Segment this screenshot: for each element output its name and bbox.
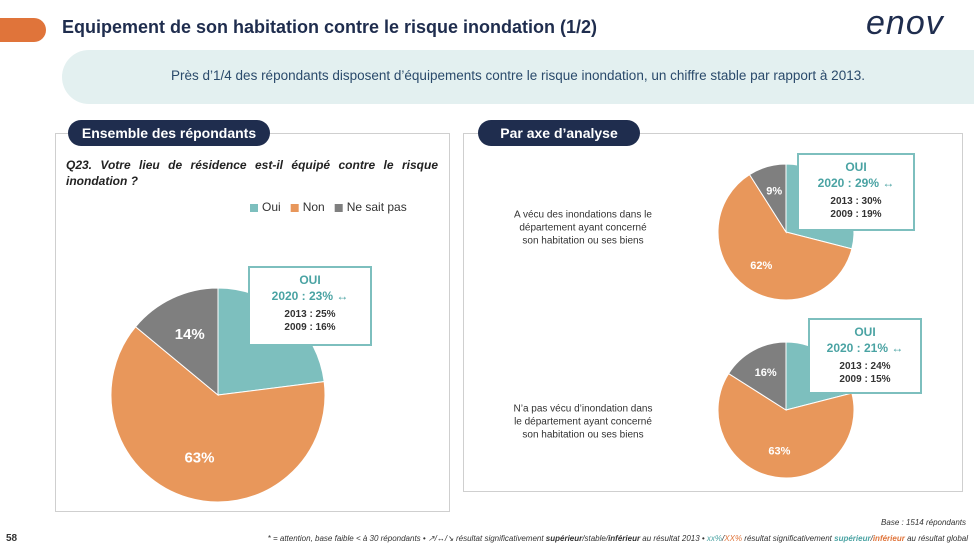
- row-label: son habitation ou ses biens: [522, 236, 643, 247]
- pie-slice: [717, 372, 855, 479]
- footnote-part: au résultat global: [904, 534, 968, 543]
- pie-slice: [110, 326, 326, 503]
- row-label: son habitation ou ses biens: [522, 430, 643, 441]
- legend-label: Oui: [262, 200, 281, 214]
- footnote-part: inférieur: [872, 534, 905, 543]
- footnote-part: au résultat 2013 •: [640, 534, 707, 543]
- page-number: 58: [6, 533, 18, 544]
- callout-text: OUI: [854, 325, 876, 339]
- pie-slice: [134, 287, 219, 397]
- footnote-part: xx%: [706, 534, 723, 543]
- slice-label: 9%: [766, 185, 782, 197]
- row-label: département ayant concerné: [519, 223, 647, 234]
- slice-label: 16%: [755, 367, 777, 379]
- callout-text: 2013 : 30%: [830, 196, 882, 207]
- row-label: le département ayant concerné: [514, 417, 652, 428]
- footnote-part: * = attention, base faible < à 30 répond…: [267, 534, 546, 543]
- base-note: Base : 1514 répondants: [881, 518, 966, 527]
- slice-label: 62%: [750, 260, 772, 272]
- callout-text: 2009 : 15%: [839, 374, 891, 385]
- banner: [62, 50, 974, 104]
- slice-label: 14%: [175, 326, 205, 343]
- pie-slice: [748, 163, 787, 234]
- callout-text: 2009 : 16%: [284, 322, 336, 333]
- footnote-part: /stable/: [582, 534, 609, 543]
- footnote-part: supérieur: [545, 534, 583, 543]
- slide-title: Equipement de son habitation contre le r…: [62, 17, 598, 37]
- question: Q23. Votre lieu de résidence est-il équi…: [66, 158, 438, 188]
- callout-text: 2009 : 19%: [830, 209, 882, 220]
- callout-text: OUI: [845, 160, 867, 174]
- footnote-part: XX%: [724, 534, 743, 543]
- footnote-part: inférieur: [608, 534, 641, 543]
- slice-label: 63%: [184, 450, 214, 467]
- header-accent: [0, 18, 46, 42]
- right-panel: [463, 133, 963, 492]
- logo: enov: [866, 4, 944, 42]
- slice-label: 63%: [768, 446, 790, 458]
- callout-text: 2013 : 25%: [284, 309, 336, 320]
- legend-swatch: [290, 204, 299, 212]
- footnote-part: résultat significativement: [742, 534, 835, 543]
- panel-tab: Par axe d’analyse: [478, 120, 640, 146]
- footnote-part: supérieur: [834, 534, 871, 543]
- footnote-part: /: [722, 534, 725, 543]
- footnote: * = attention, base faible < à 30 répond…: [268, 534, 968, 543]
- callout: OUI 2020 : 23% ↔ 2013 : 25% 2009 : 16%: [248, 266, 372, 346]
- banner-text: Près d’1/4 des répondants disposent d’éq…: [171, 68, 865, 83]
- pie-slice: [717, 173, 853, 301]
- footnote-part: /: [870, 534, 873, 543]
- legend-swatch: [250, 204, 258, 212]
- pie-slice: [727, 341, 787, 411]
- callout-text: 2020 : 21% ↔: [826, 341, 904, 355]
- row-label: A vécu des inondations dans le: [514, 210, 652, 221]
- callout-text: 2020 : 23% ↔: [271, 289, 349, 303]
- callout: OUI 2020 : 29% ↔ 2013 : 30% 2009 : 19%: [797, 153, 915, 231]
- callout-text: 2020 : 29% ↔: [817, 176, 895, 190]
- callout-text: OUI: [299, 273, 321, 287]
- row-label: N’a pas vécu d’inondation dans: [514, 404, 653, 415]
- callout: OUI 2020 : 21% ↔ 2013 : 24% 2009 : 15%: [808, 318, 922, 394]
- panel-tab: Ensemble des répondants: [68, 120, 270, 146]
- legend-label: Non: [303, 200, 325, 214]
- legend-label: Ne sait pas: [347, 200, 407, 214]
- callout-text: 2013 : 24%: [839, 361, 891, 372]
- legend-swatch: [334, 204, 343, 212]
